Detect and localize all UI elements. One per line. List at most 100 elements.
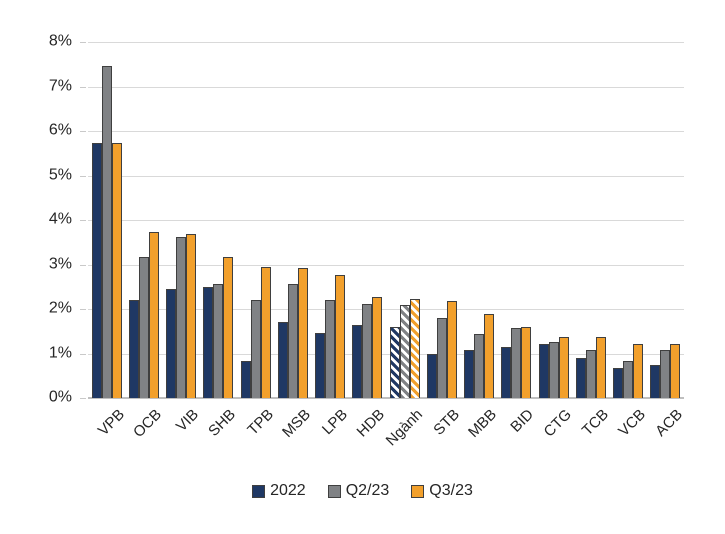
bar-q2-23-ocb — [138, 256, 149, 398]
bar-q3-23-vcb — [633, 344, 644, 398]
bar-q2-23-msb — [287, 284, 298, 398]
legend-swatch-q3-23 — [411, 484, 425, 498]
gridline-6pct — [88, 131, 684, 132]
x-axis-label-vpb: VPB — [94, 406, 128, 440]
bar-q2-23-bid — [511, 327, 522, 398]
bar-2022-ng-nh — [389, 326, 400, 398]
legend-item-q3-23: Q3/23 — [411, 482, 473, 500]
bar-q2-23-vcb — [623, 361, 634, 398]
y-axis-label-2pct: 2% — [48, 299, 72, 317]
bar-q2-23-lpb — [325, 299, 336, 398]
bar-q2-23-shb — [213, 284, 224, 398]
x-axis-label-ng-nh: Ngành — [382, 406, 426, 450]
bar-q2-23-ctg — [548, 341, 559, 398]
bar-2022-tcb — [575, 357, 586, 398]
bar-q3-23-vib — [186, 234, 197, 398]
y-tick-4pct — [80, 220, 86, 221]
bar-q2-23-stb — [436, 318, 447, 398]
y-axis-label-7pct: 7% — [48, 77, 72, 95]
y-tick-6pct — [80, 131, 86, 132]
x-axis-label-vib: VIB — [173, 406, 203, 436]
y-axis-label-1pct: 1% — [48, 344, 72, 362]
y-tick-3pct — [80, 264, 86, 266]
bar-2022-acb — [650, 365, 661, 398]
bar-2022-hdb — [352, 324, 363, 398]
bar-q2-23-vpb — [101, 66, 112, 398]
bar-group-ng-nh — [386, 42, 423, 398]
gridline-5pct — [88, 175, 684, 177]
y-tick-5pct — [80, 175, 86, 177]
bar-q3-23-shb — [223, 256, 234, 398]
bar-q3-23-bid — [521, 326, 532, 398]
gridline-2pct — [88, 309, 684, 310]
x-axis-label-acb: ACB — [652, 406, 687, 440]
bar-2022-stb — [426, 354, 437, 398]
bar-q2-23-acb — [660, 350, 671, 398]
gridline-1pct — [88, 353, 684, 355]
y-tick-0pct — [80, 398, 86, 399]
legend-label-q3-23: Q3/23 — [429, 482, 473, 499]
legend-swatch-q2-23 — [327, 484, 341, 498]
y-axis-label-8pct: 8% — [48, 32, 72, 50]
bar-2022-vpb — [91, 143, 102, 398]
bar-q2-23-hdb — [362, 303, 373, 398]
bar-2022-ctg — [538, 343, 549, 398]
x-axis-label-stb: STB — [430, 406, 463, 439]
bar-group-vib — [163, 42, 200, 398]
bar-2022-mbb — [464, 349, 475, 398]
bar-q2-23-ng-nh — [399, 304, 410, 398]
bar-q3-23-acb — [670, 344, 681, 398]
bar-group-bid — [498, 42, 535, 398]
bar-q3-23-hdb — [372, 297, 383, 398]
bar-q2-23-vib — [176, 236, 187, 398]
bar-group-lpb — [312, 42, 349, 398]
bar-q3-23-tcb — [595, 336, 606, 398]
y-axis-label-4pct: 4% — [48, 210, 72, 228]
legend-swatch-2022 — [252, 484, 266, 498]
y-tick-8pct — [80, 42, 86, 43]
gridline-3pct — [88, 264, 684, 266]
x-axis-line — [88, 397, 684, 399]
bar-q3-23-mbb — [484, 313, 495, 398]
y-axis-label-3pct: 3% — [48, 255, 72, 273]
bar-group-vpb — [88, 42, 125, 398]
x-axis-label-msb: MSB — [278, 406, 314, 442]
bar-group-shb — [200, 42, 237, 398]
x-axis-label-bid: BID — [507, 406, 538, 436]
bar-group-ocb — [125, 42, 162, 398]
bar-2022-msb — [277, 322, 288, 398]
y-tick-2pct — [80, 309, 86, 310]
bar-2022-vib — [166, 288, 177, 398]
bar-group-vcb — [610, 42, 647, 398]
bar-2022-ocb — [128, 300, 139, 398]
bar-group-acb — [647, 42, 684, 398]
bar-q3-23-ocb — [148, 232, 159, 398]
x-axis-label-shb: SHB — [205, 406, 240, 440]
bar-q3-23-stb — [446, 300, 457, 398]
bar-q3-23-ctg — [558, 337, 569, 398]
x-axis-label-vcb: VCB — [615, 406, 650, 440]
legend-item-q2-23: Q2/23 — [327, 482, 389, 500]
bar-2022-lpb — [315, 333, 326, 398]
x-axis-label-tpb: TPB — [243, 406, 277, 439]
x-axis-label-tcb: TCB — [578, 406, 612, 440]
x-axis-label-ctg: CTG — [540, 406, 575, 441]
bar-q3-23-vpb — [111, 142, 122, 398]
y-axis-label-5pct: 5% — [48, 166, 72, 184]
bar-q2-23-mbb — [474, 333, 485, 398]
x-axis-label-ocb: OCB — [129, 406, 165, 442]
bar-2022-tpb — [240, 360, 251, 398]
legend-item-2022: 2022 — [252, 482, 306, 500]
bar-2022-shb — [203, 286, 214, 398]
gridline-4pct — [88, 220, 684, 221]
bar-group-stb — [423, 42, 460, 398]
bar-2022-bid — [501, 346, 512, 398]
bar-group-mbb — [461, 42, 498, 398]
bar-group-tpb — [237, 42, 274, 398]
gridline-7pct — [88, 86, 684, 88]
bar-q2-23-tpb — [250, 299, 261, 398]
y-tick-7pct — [80, 86, 86, 88]
bar-group-ctg — [535, 42, 572, 398]
y-tick-1pct — [80, 353, 86, 355]
